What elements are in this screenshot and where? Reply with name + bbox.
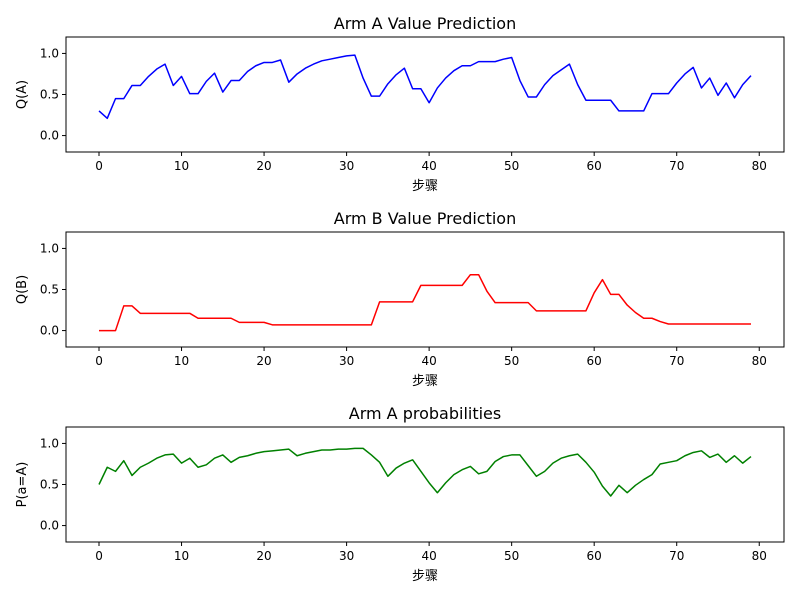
x-tick-label: 0: [95, 354, 103, 368]
x-tick-label: 80: [752, 549, 767, 563]
x-tick-label: 80: [752, 354, 767, 368]
x-tick-label: 60: [587, 159, 602, 173]
x-tick-label: 0: [95, 549, 103, 563]
x-tick-label: 50: [504, 354, 519, 368]
y-tick-label: 0.0: [40, 519, 59, 533]
x-tick-label: 10: [174, 354, 189, 368]
x-axis-label: 步骤: [412, 569, 438, 584]
x-tick-label: 50: [504, 159, 519, 173]
x-axis-label: 步骤: [412, 179, 438, 194]
plot-frame: [65, 231, 785, 348]
series-line-0: [98, 54, 752, 120]
chart-title: Arm A Value Prediction: [334, 14, 516, 33]
x-tick-label: 40: [421, 549, 436, 563]
x-tick-label: 0: [95, 159, 103, 173]
panel-arm-a-probabilities: 0 10 20 30 40 50 60 70 80 0.0 0.5 1.0 Arm A probabil…: [15, 404, 785, 584]
x-tick-label: 70: [669, 159, 684, 173]
x-tick-label: 10: [174, 159, 189, 173]
y-tick-label: 1.0: [40, 46, 59, 60]
x-tick-label: 20: [256, 549, 271, 563]
x-tick-label: 30: [339, 549, 354, 563]
x-tick-label: 30: [339, 159, 354, 173]
panel-arm-b-value: 0 10 20 30 40 50 60 70 80 0.0 0.5 1.0 Arm B Value Pr…: [15, 209, 785, 389]
x-tick-label: 30: [339, 354, 354, 368]
chart-title: Arm B Value Prediction: [334, 209, 516, 228]
y-tick-label: 0.5: [40, 283, 59, 297]
y-tick-label: 0.5: [40, 88, 59, 102]
y-axis-label: P(a=A): [15, 462, 30, 508]
plot-frame: [65, 426, 785, 543]
x-tick-label: 40: [421, 159, 436, 173]
x-tick-label: 60: [587, 549, 602, 563]
y-tick-label: 1.0: [40, 241, 59, 255]
y-axis-label: Q(B): [15, 275, 30, 304]
y-axis-label: Q(A): [15, 80, 30, 109]
y-tick-label: 0.0: [40, 324, 59, 338]
x-axis-label: 步骤: [412, 374, 438, 389]
x-tick-label: 10: [174, 549, 189, 563]
x-tick-label: 40: [421, 354, 436, 368]
x-tick-label: 70: [669, 549, 684, 563]
chart-title: Arm A probabilities: [349, 404, 501, 423]
x-tick-label: 20: [256, 354, 271, 368]
y-tick-label: 1.0: [40, 436, 59, 450]
series-line-0: [98, 447, 752, 497]
x-tick-label: 70: [669, 354, 684, 368]
x-tick-label: 50: [504, 549, 519, 563]
x-tick-label: 80: [752, 159, 767, 173]
x-tick-label: 20: [256, 159, 271, 173]
y-tick-label: 0.5: [40, 478, 59, 492]
panel-arm-a-value: 0 10 20 30 40 50 60 70 80 0.0 0.5 1.0 Arm A Value Pr…: [15, 14, 785, 194]
series-line-0: [99, 273, 751, 332]
y-tick-label: 0.0: [40, 129, 59, 143]
x-tick-label: 60: [587, 354, 602, 368]
